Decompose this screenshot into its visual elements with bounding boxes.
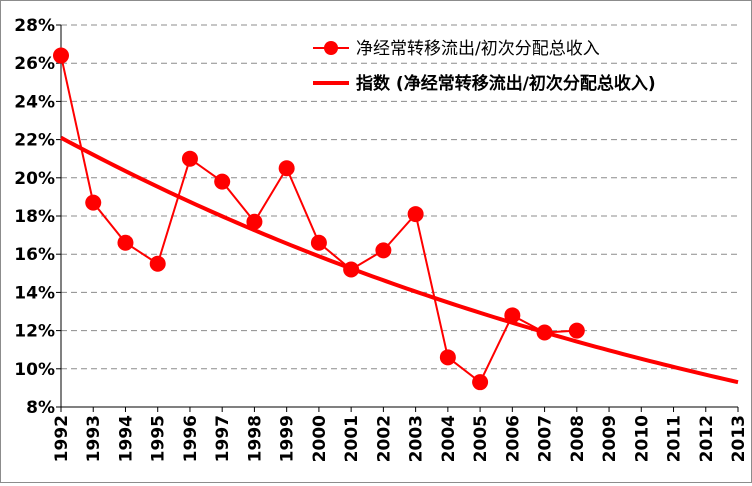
x-tick-label: 2010 (632, 415, 652, 462)
legend: 净经常转移流出/初次分配总收入 指数 (净经常转移流出/初次分配总收入) (313, 39, 656, 94)
y-tick-label: 16% (14, 245, 55, 265)
legend-label-2: 指数 (净经常转移流出/初次分配总收入) (356, 73, 656, 94)
data-point (149, 255, 166, 272)
data-point (343, 261, 360, 278)
y-tick-label: 8% (26, 398, 55, 418)
data-point (375, 242, 392, 259)
data-point (536, 324, 553, 341)
series-line (60, 55, 577, 384)
trendline-group (60, 135, 739, 385)
y-tick-label: 14% (14, 283, 55, 303)
x-tick-label: 2008 (568, 415, 588, 462)
trendline (60, 135, 739, 385)
data-point (85, 194, 102, 211)
x-tick-label: 1993 (84, 415, 104, 462)
x-tick-label: 2007 (536, 415, 556, 462)
data-point (214, 173, 231, 190)
legend-label-1: 净经常转移流出/初次分配总收入 (356, 39, 600, 59)
x-tick-label: 2013 (729, 415, 749, 462)
y-tick-label: 12% (14, 322, 55, 342)
y-tick-label: 28% (14, 16, 55, 36)
data-point (472, 374, 489, 391)
x-tick-label: 1998 (245, 415, 265, 462)
x-tick-label: 2009 (600, 415, 620, 462)
data-point (407, 206, 424, 223)
x-tick-label: 1995 (149, 415, 169, 462)
y-tick-label: 26% (14, 54, 55, 74)
x-tick-label: 2006 (503, 415, 523, 462)
x-tick-label: 2003 (407, 415, 427, 462)
data-point (117, 234, 134, 251)
x-tick-label: 1992 (52, 415, 72, 462)
data-point (246, 213, 263, 230)
data-point (181, 150, 198, 167)
x-axis-ticks: 1992 1993 1994 1995 1996 1997 1998 1999 2000 2001… (52, 407, 749, 462)
x-tick-label: 2011 (665, 415, 685, 462)
data-point (504, 307, 521, 324)
x-tick-label: 1999 (278, 415, 298, 462)
data-point (568, 322, 585, 339)
data-point (278, 160, 295, 177)
x-tick-label: 1997 (213, 415, 233, 462)
x-tick-label: 2012 (697, 415, 717, 462)
y-tick-label: 24% (14, 92, 55, 112)
y-tick-label: 22% (14, 131, 55, 151)
x-tick-label: 1994 (116, 415, 136, 462)
data-point (53, 47, 69, 64)
x-tick-label: 2001 (342, 415, 362, 462)
y-tick-label: 20% (14, 169, 55, 189)
x-tick-label: 2000 (310, 415, 330, 462)
y-axis-ticks: 8% 10% 12% 14% 16% 18% 20% 22% 24% 26% 28% (14, 16, 61, 418)
gridlines (61, 24, 738, 370)
legend-marker-1 (324, 41, 338, 55)
data-point (439, 349, 456, 366)
x-tick-label: 2002 (374, 415, 394, 462)
y-tick-label: 10% (14, 360, 55, 380)
y-tick-label: 18% (14, 207, 55, 227)
x-tick-label: 2005 (471, 415, 491, 462)
series-group (53, 47, 585, 391)
data-point (310, 234, 327, 251)
x-tick-label: 1996 (181, 415, 201, 462)
x-tick-label: 2004 (439, 415, 459, 462)
